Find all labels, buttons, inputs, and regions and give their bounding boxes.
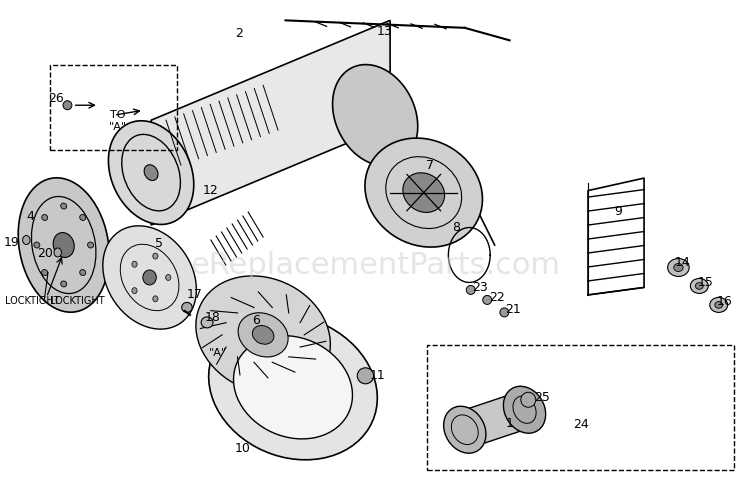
- Ellipse shape: [54, 248, 62, 258]
- Text: 19: 19: [4, 235, 20, 248]
- Text: 4: 4: [26, 209, 34, 222]
- Ellipse shape: [503, 386, 546, 433]
- Text: 26: 26: [48, 92, 64, 105]
- Ellipse shape: [88, 242, 94, 248]
- Ellipse shape: [253, 326, 274, 345]
- Ellipse shape: [233, 336, 352, 439]
- Ellipse shape: [520, 392, 536, 407]
- Ellipse shape: [357, 368, 374, 384]
- Ellipse shape: [690, 279, 708, 294]
- Text: 8: 8: [452, 220, 460, 233]
- Text: 7: 7: [426, 158, 433, 171]
- Text: 24: 24: [573, 417, 589, 430]
- Text: 25: 25: [535, 390, 550, 403]
- Text: eReplacementParts.com: eReplacementParts.com: [190, 251, 560, 280]
- Ellipse shape: [153, 296, 158, 302]
- Ellipse shape: [710, 298, 728, 313]
- Polygon shape: [465, 390, 524, 450]
- Ellipse shape: [18, 178, 110, 313]
- Text: TO
"A": TO "A": [109, 110, 127, 132]
- Ellipse shape: [332, 66, 418, 166]
- Text: 23: 23: [472, 281, 488, 294]
- Text: 13: 13: [376, 25, 392, 38]
- Ellipse shape: [153, 254, 158, 260]
- Polygon shape: [151, 22, 390, 225]
- Ellipse shape: [403, 173, 445, 213]
- Text: 12: 12: [203, 183, 219, 196]
- Ellipse shape: [132, 262, 137, 268]
- Ellipse shape: [63, 102, 72, 111]
- Text: LOCKTIGHT: LOCKTIGHT: [5, 295, 60, 305]
- Ellipse shape: [42, 215, 48, 221]
- Text: 11: 11: [370, 369, 386, 382]
- Ellipse shape: [132, 288, 137, 294]
- Text: 20: 20: [37, 247, 53, 260]
- Ellipse shape: [61, 282, 67, 288]
- Ellipse shape: [196, 277, 331, 394]
- Text: 6: 6: [252, 314, 260, 327]
- Text: LOCKTIGHT: LOCKTIGHT: [50, 295, 105, 305]
- Ellipse shape: [500, 308, 508, 317]
- Ellipse shape: [80, 215, 86, 221]
- Ellipse shape: [201, 317, 213, 328]
- Ellipse shape: [109, 122, 194, 225]
- Ellipse shape: [34, 242, 40, 248]
- Ellipse shape: [483, 296, 492, 305]
- Text: 1: 1: [506, 416, 514, 429]
- Text: "A": "A": [209, 348, 227, 358]
- Text: 2: 2: [236, 27, 243, 40]
- Text: 14: 14: [675, 256, 691, 269]
- Ellipse shape: [144, 165, 158, 181]
- Text: 16: 16: [717, 295, 733, 308]
- Ellipse shape: [166, 275, 171, 281]
- Ellipse shape: [209, 315, 377, 460]
- Text: 17: 17: [187, 288, 202, 300]
- Ellipse shape: [238, 313, 288, 357]
- Ellipse shape: [142, 271, 156, 286]
- Ellipse shape: [80, 270, 86, 276]
- Ellipse shape: [182, 303, 192, 313]
- Ellipse shape: [695, 283, 703, 290]
- Ellipse shape: [466, 286, 476, 295]
- Ellipse shape: [365, 139, 482, 247]
- Text: 21: 21: [506, 303, 521, 316]
- Text: 15: 15: [698, 276, 713, 289]
- Text: 9: 9: [614, 204, 622, 217]
- Ellipse shape: [53, 233, 74, 258]
- Text: 22: 22: [489, 291, 505, 304]
- Text: 10: 10: [234, 441, 250, 454]
- Ellipse shape: [715, 302, 723, 309]
- Ellipse shape: [668, 259, 689, 277]
- Ellipse shape: [674, 264, 683, 272]
- Text: 5: 5: [154, 236, 163, 249]
- Text: 18: 18: [206, 310, 221, 323]
- Ellipse shape: [103, 226, 196, 330]
- Ellipse shape: [42, 270, 48, 276]
- Ellipse shape: [61, 204, 67, 209]
- Ellipse shape: [444, 406, 486, 453]
- Ellipse shape: [22, 236, 30, 245]
